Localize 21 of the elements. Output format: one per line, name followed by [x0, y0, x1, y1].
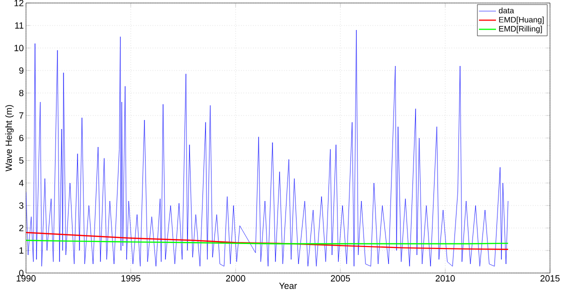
x-tick-label: 2015	[540, 275, 560, 282]
x-tick-label: 2010	[436, 275, 455, 282]
y-tick-label: 0	[19, 270, 24, 276]
x-tick-label: 2005	[330, 275, 350, 282]
x-tick-label: 2000	[226, 275, 246, 282]
x-tick-label: 1995	[122, 275, 140, 282]
x-axis-title: Year	[279, 282, 297, 289]
y-tick-label: 1	[20, 247, 24, 254]
y-tick-label: 7	[19, 112, 24, 119]
y-tick-label: 4	[19, 180, 24, 186]
y-tick-label: 2	[19, 224, 24, 232]
y-tick-label: 12	[14, 0, 24, 6]
x-tick-label: 1990	[16, 275, 36, 282]
y-tick-label: 10	[14, 44, 24, 52]
y-tick-label: 6	[19, 134, 24, 142]
y-tick-label: 8	[19, 90, 24, 96]
y-tick-label: 5	[19, 157, 24, 164]
y-tick-label: 9	[19, 67, 24, 74]
y-tick-label: 11	[15, 22, 24, 29]
y-tick-label: 3	[19, 202, 24, 209]
y-axis-title: Wave Height (m)	[5, 105, 14, 172]
